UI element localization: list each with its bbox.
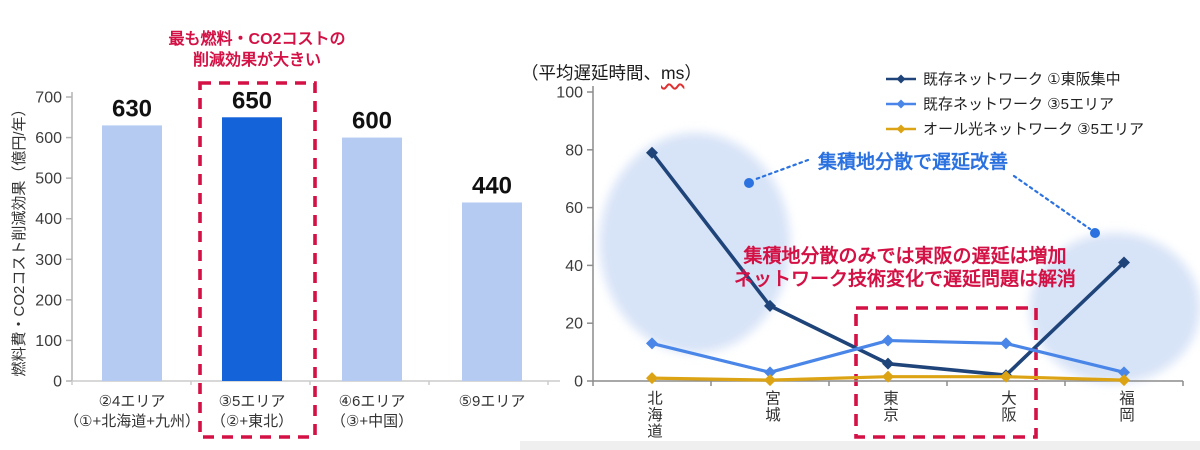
warning-callout-line2: ネットワーク技術変化で遅延問題は解消: [733, 268, 1076, 290]
legend-row: 既存ネットワーク ③5エリア: [886, 91, 1144, 116]
y-tick-label: 500: [35, 171, 62, 188]
tokyo-osaka-dashed-box: [854, 306, 1038, 439]
series-marker: [764, 299, 776, 312]
bar: [462, 202, 522, 381]
series-marker: [646, 146, 658, 159]
bar-highlighted: [222, 117, 282, 382]
y-tick-label: 300: [35, 252, 62, 269]
legend-label: 既存ネットワーク ③5エリア: [923, 96, 1114, 113]
legend-marker-icon: [886, 124, 916, 133]
bar-chart-annotation-line2: 削減効果が大きい: [192, 52, 321, 69]
legend-marker-diamond: [896, 74, 906, 83]
bar: [342, 137, 402, 381]
bar-value-label: 630: [112, 95, 152, 122]
warning-callout-line1: 集積地分散のみでは東阪の遅延は増加: [743, 246, 1067, 267]
bar-value-label: 440: [472, 172, 512, 199]
bar-value-label: 600: [352, 108, 392, 135]
series-marker: [1000, 370, 1012, 383]
legend-marker-diamond: [896, 124, 906, 133]
y-tick-label: 600: [35, 130, 62, 147]
legend-row: オール光ネットワーク ③5エリア: [886, 116, 1144, 141]
legend-marker-icon: [886, 74, 916, 83]
callout-dotted-line: [1012, 174, 1092, 231]
legend-marker-diamond: [896, 99, 906, 108]
series-marker: [646, 372, 658, 385]
legend-marker-icon: [886, 99, 916, 108]
y-tick-label: 80: [565, 142, 583, 159]
x-category-label: ③5エリア: [219, 393, 286, 410]
series-marker: [1000, 337, 1012, 350]
y-tick-label: 100: [556, 85, 583, 102]
x-category-label: ②4エリア: [99, 393, 166, 410]
legend-row: 既存ネットワーク ①東阪集中: [886, 66, 1144, 91]
series-marker: [882, 370, 894, 383]
y-tick-label: 0: [53, 374, 62, 391]
bar-chart-fuel-co2: 0 100 200 300 400 500 600 700 630 ②4エリア （①+北海道+九州）…: [10, 81, 560, 439]
legend-label: 既存ネットワーク ①東阪集中: [923, 71, 1121, 88]
line-chart-title-ms: ms: [661, 63, 685, 83]
y-tick-label: 700: [35, 90, 62, 107]
y-tick-label: 400: [35, 211, 62, 228]
y-tick-label: 60: [565, 200, 583, 217]
improvement-callout-text: 集積地分散で遅延改善: [818, 152, 1009, 173]
x-category-label: （①+北海道+九州）: [64, 413, 200, 430]
series-marker: [764, 374, 776, 387]
line-chart-delay: 0 20 40 60 80 100: [556, 85, 1200, 439]
warning-callout-text: 集積地分散のみでは東阪の遅延は増加 ネットワーク技術変化で遅延問題は解消: [695, 246, 1115, 291]
series-marker: [1118, 374, 1130, 387]
y-tick-label: 200: [35, 292, 62, 309]
series-marker: [882, 357, 894, 370]
highlight-dashed-box: [198, 81, 317, 439]
series-marker: [1118, 366, 1130, 379]
line-chart-legend: 既存ネットワーク ①東阪集中 既存ネットワーク ③5エリアオール光ネットワーク ③…: [886, 66, 1144, 141]
x-category-label: 宮城: [763, 390, 780, 423]
line-chart-title: （平均遅延時間、ms）: [521, 60, 702, 85]
series-marker: [646, 337, 658, 350]
line-chart-title-prefix: （平均遅延時間、: [521, 63, 661, 83]
bar-chart-annotation: 最も燃料・CO2コストの 削減効果が大きい: [142, 29, 372, 71]
x-category-label: ④6エリア: [339, 393, 406, 410]
bar: [102, 125, 162, 382]
x-category-label: （③+中国）: [331, 413, 413, 430]
y-tick-label: 20: [565, 316, 583, 333]
highlight-blob-right: [1030, 233, 1200, 383]
series-marker: [882, 334, 894, 347]
x-category-label: 大阪: [999, 390, 1016, 423]
callout-dotted-line: [754, 158, 810, 181]
x-category-label: ⑤9エリア: [459, 393, 526, 410]
bar-value-label: 650: [232, 87, 272, 114]
y-tick-label: 0: [574, 374, 583, 391]
x-category-label: 東京: [881, 390, 898, 423]
highlight-blob-left: [600, 133, 790, 353]
line-chart-title-suffix: ）: [684, 63, 702, 83]
x-category-label: 福岡: [1117, 390, 1134, 423]
series-marker: [1118, 256, 1130, 269]
legend-label: オール光ネットワーク ③5エリア: [923, 121, 1144, 138]
x-category-label: 北海道: [645, 390, 662, 440]
y-tick-label: 100: [35, 333, 62, 350]
callout-dot: [1090, 228, 1100, 238]
bottom-divider-strip: [520, 441, 1200, 450]
x-category-label: （②+東北）: [211, 413, 293, 430]
callout-dot: [744, 178, 754, 188]
y-tick-label: 40: [565, 258, 583, 275]
bar-chart-annotation-line1: 最も燃料・CO2コストの: [168, 31, 346, 48]
series-marker: [764, 366, 776, 379]
y-axis-title: 燃料費・CO2コスト削減効果（億円/年）: [10, 101, 28, 376]
